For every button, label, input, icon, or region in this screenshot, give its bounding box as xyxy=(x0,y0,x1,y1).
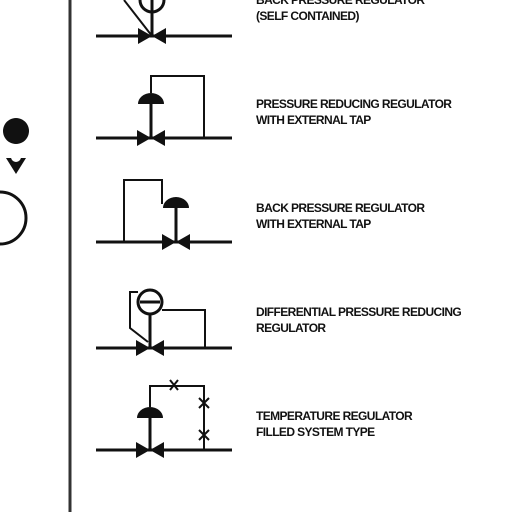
legend-label-line1: BACK PRESSURE REGULATOR xyxy=(256,0,425,7)
differential-pressure-regulator-symbol xyxy=(96,288,232,356)
legend-label-line1: DIFFERENTIAL PRESSURE REDUCING xyxy=(256,305,462,319)
legend-label-line1: BACK PRESSURE REGULATOR xyxy=(256,201,425,215)
temperature-regulator-symbol xyxy=(96,379,232,458)
pressure-reducing-regulator-symbol xyxy=(96,75,232,146)
back-pressure-regulator-symbol xyxy=(96,0,232,44)
legend-label-back-pressure-self-contained: BACK PRESSURE REGULATOR (SELF CONTAINED) xyxy=(256,0,506,24)
legend-label-line2: (SELF CONTAINED) xyxy=(256,9,359,23)
legend-label-pressure-reducing-external-tap: PRESSURE REDUCING REGULATOR WITH EXTERNA… xyxy=(256,96,506,128)
capillary-x-marks xyxy=(169,379,210,441)
legend-label-line1: PRESSURE REDUCING REGULATOR xyxy=(256,97,452,111)
legend-label-line2: REGULATOR xyxy=(256,321,326,335)
legend-label-temperature-regulator: TEMPERATURE REGULATOR FILLED SYSTEM TYPE xyxy=(256,408,506,440)
instrument-bubble-symbol xyxy=(0,118,30,246)
legend-label-line2: WITH EXTERNAL TAP xyxy=(256,217,371,231)
legend-label-differential-pressure-reducing: DIFFERENTIAL PRESSURE REDUCING REGULATOR xyxy=(256,304,506,336)
legend-label-line2: WITH EXTERNAL TAP xyxy=(256,113,371,127)
legend-label-line2: FILLED SYSTEM TYPE xyxy=(256,425,375,439)
legend-label-line1: TEMPERATURE REGULATOR xyxy=(256,409,413,423)
back-pressure-regulator-external-tap-symbol xyxy=(96,179,232,250)
legend-label-back-pressure-external-tap: BACK PRESSURE REGULATOR WITH EXTERNAL TA… xyxy=(256,200,506,232)
location-pin-icon xyxy=(3,118,30,174)
